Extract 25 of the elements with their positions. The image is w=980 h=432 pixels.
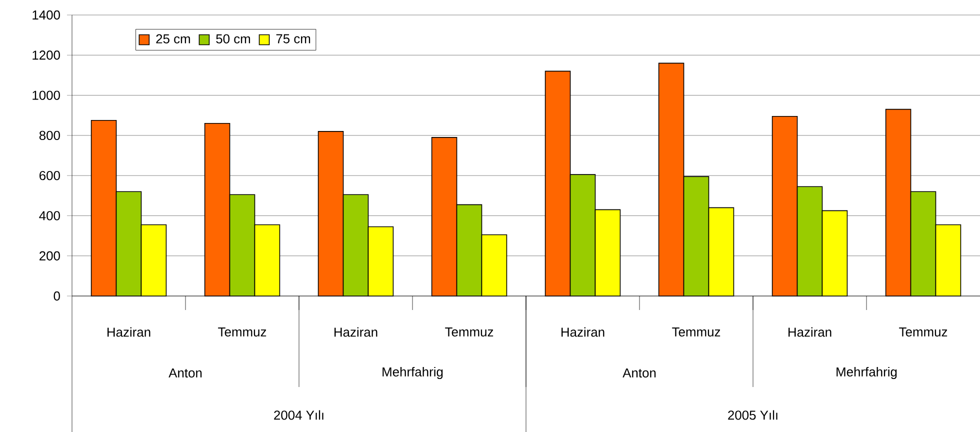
x-tick-label: Temmuz xyxy=(445,327,494,337)
legend-label: 25 cm xyxy=(156,34,190,44)
legend-label: 75 cm xyxy=(276,34,310,44)
text: 2004 Yılı xyxy=(274,410,324,420)
y-tick-label: 200 xyxy=(40,251,60,260)
x-tick-label: Temmuz xyxy=(218,327,266,337)
x-tick-label: Temmuz xyxy=(899,327,948,337)
x-tick-label: Haziran xyxy=(562,327,604,337)
legend-label: 50 cm xyxy=(216,34,250,44)
y-tick-label: 1200 xyxy=(32,50,60,60)
text: Anton xyxy=(168,368,202,378)
y-tick-label: 800 xyxy=(39,130,60,140)
x-tick-label: Haziran xyxy=(108,327,150,337)
text: Anton xyxy=(622,368,656,378)
x-tick-label: Temmuz xyxy=(672,327,720,337)
y-tick-label: 0 xyxy=(54,291,60,301)
text: 2005 Yılı xyxy=(728,410,778,420)
x-tick-label: Haziran xyxy=(334,327,378,337)
y-tick-label: 1000 xyxy=(32,90,60,100)
text: Mehrfahrig xyxy=(836,366,897,380)
y-tick-label: 600 xyxy=(40,170,60,180)
y-tick-label: 400 xyxy=(39,211,60,220)
y-tick-label: 1400 xyxy=(32,10,60,20)
x-tick-label: Haziran xyxy=(788,327,832,337)
text: Mehrfahrig xyxy=(382,366,443,380)
